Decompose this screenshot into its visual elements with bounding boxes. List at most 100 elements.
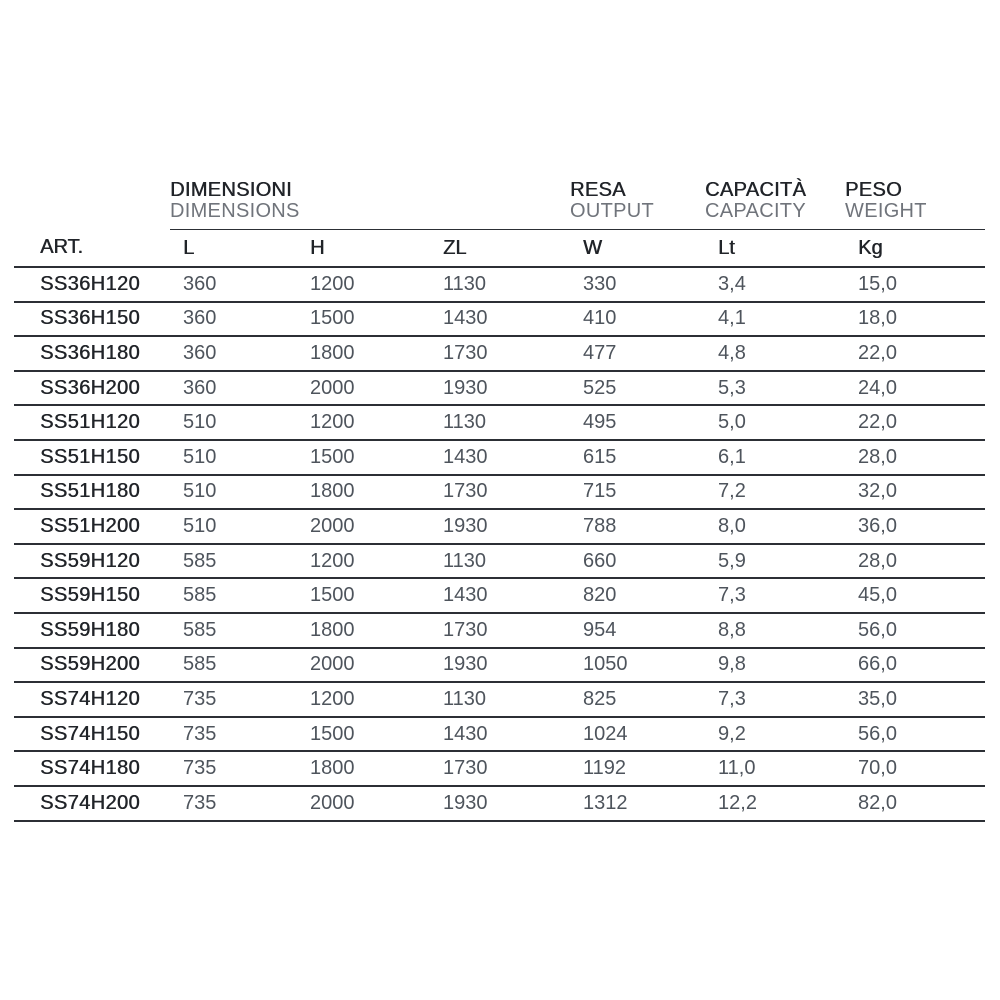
article-code: SS59H200 (14, 647, 170, 684)
table-row: SS51H120 510 1200 1130 495 5,0 22,0 (14, 405, 986, 441)
cell-l: 585 (170, 543, 297, 580)
table-row: SS36H120 360 1200 1130 330 3,4 15,0 (14, 267, 986, 303)
cell-l: 585 (170, 612, 297, 649)
cell-lt: 4,1 (705, 301, 846, 338)
group-label-secondary: CAPACITY (705, 200, 806, 222)
cell-h: 2000 (297, 785, 430, 822)
cell-lt: 5,0 (705, 405, 846, 441)
table-row: SS36H200 360 2000 1930 525 5,3 24,0 (14, 370, 986, 407)
cell-zl: 1730 (430, 612, 571, 649)
cell-lt: 8,0 (705, 509, 846, 545)
cell-w: 410 (570, 301, 706, 338)
group-label-primary: PESO (845, 179, 902, 201)
cell-w: 1050 (570, 647, 706, 684)
cell-h: 1500 (297, 301, 430, 338)
article-code: SS59H180 (14, 612, 170, 649)
group-header-capacity: CAPACITÀ CAPACITY (705, 168, 846, 230)
cell-lt: 7,3 (705, 578, 846, 614)
cell-w: 715 (570, 474, 706, 511)
cell-w: 1024 (570, 716, 706, 753)
cell-l: 510 (170, 405, 297, 441)
cell-w: 660 (570, 543, 706, 580)
cell-zl: 1930 (430, 370, 571, 407)
cell-h: 1500 (297, 439, 430, 476)
cell-w: 788 (570, 509, 706, 545)
table-row: SS51H150 510 1500 1430 615 6,1 28,0 (14, 439, 986, 476)
cell-zl: 1130 (430, 543, 571, 580)
cell-kg: 56,0 (845, 612, 986, 649)
cell-l: 735 (170, 716, 297, 753)
article-code: SS36H150 (14, 301, 170, 338)
cell-l: 585 (170, 647, 297, 684)
group-label-secondary: OUTPUT (570, 200, 655, 222)
cell-lt: 8,8 (705, 612, 846, 649)
article-code: SS36H180 (14, 336, 170, 372)
cell-lt: 9,8 (705, 647, 846, 684)
article-code: SS51H150 (14, 439, 170, 476)
cell-zl: 1730 (430, 474, 571, 511)
cell-h: 1800 (297, 336, 430, 372)
cell-w: 954 (570, 612, 706, 649)
column-header-h: H (297, 229, 430, 268)
column-header-lt: Lt (705, 229, 846, 268)
cell-zl: 1130 (430, 405, 571, 441)
cell-kg: 15,0 (845, 267, 986, 303)
cell-zl: 1430 (430, 439, 571, 476)
cell-l: 360 (170, 267, 297, 303)
cell-h: 1200 (297, 267, 430, 303)
cell-w: 615 (570, 439, 706, 476)
cell-h: 1800 (297, 474, 430, 511)
cell-h: 1800 (297, 612, 430, 649)
article-code: SS51H200 (14, 509, 170, 545)
cell-kg: 18,0 (845, 301, 986, 338)
cell-w: 477 (570, 336, 706, 372)
cell-zl: 1130 (430, 682, 571, 718)
cell-h: 1200 (297, 405, 430, 441)
table-row: SS51H200 510 2000 1930 788 8,0 36,0 (14, 509, 986, 545)
cell-lt: 7,2 (705, 474, 846, 511)
cell-h: 2000 (297, 647, 430, 684)
table-row: SS59H200 585 2000 1930 1050 9,8 66,0 (14, 647, 986, 684)
cell-w: 495 (570, 405, 706, 441)
cell-l: 510 (170, 474, 297, 511)
cell-zl: 1930 (430, 785, 571, 822)
table-row: SS74H150 735 1500 1430 1024 9,2 56,0 (14, 716, 986, 753)
table-row: SS74H180 735 1800 1730 1192 11,0 70,0 (14, 751, 986, 787)
article-code: SS74H180 (14, 751, 170, 787)
cell-zl: 1430 (430, 716, 571, 753)
column-header-art: ART. (14, 229, 170, 268)
cell-h: 2000 (297, 370, 430, 407)
cell-kg: 28,0 (845, 543, 986, 580)
group-label-secondary: WEIGHT (845, 200, 927, 222)
cell-lt: 11,0 (705, 751, 846, 787)
cell-lt: 4,8 (705, 336, 846, 372)
cell-kg: 36,0 (845, 509, 986, 545)
group-header-spacer (14, 168, 170, 230)
column-header-l: L (170, 229, 297, 268)
cell-h: 2000 (297, 509, 430, 545)
table-row: SS51H180 510 1800 1730 715 7,2 32,0 (14, 474, 986, 511)
cell-lt: 12,2 (705, 785, 846, 822)
cell-kg: 82,0 (845, 785, 986, 822)
article-code: SS36H120 (14, 267, 170, 303)
column-header-kg: Kg (845, 229, 986, 268)
cell-zl: 1130 (430, 267, 571, 303)
group-label-primary: DIMENSIONI (170, 179, 292, 201)
column-header-zl: ZL (430, 229, 571, 268)
column-header-w: W (570, 229, 706, 268)
cell-lt: 6,1 (705, 439, 846, 476)
cell-kg: 35,0 (845, 682, 986, 718)
cell-l: 360 (170, 370, 297, 407)
group-header-weight: PESO WEIGHT (845, 168, 986, 230)
cell-kg: 56,0 (845, 716, 986, 753)
cell-kg: 22,0 (845, 336, 986, 372)
cell-lt: 7,3 (705, 682, 846, 718)
cell-zl: 1730 (430, 336, 571, 372)
cell-l: 735 (170, 751, 297, 787)
group-label-secondary: DIMENSIONS (170, 200, 300, 222)
cell-h: 1800 (297, 751, 430, 787)
group-header-dimensions: DIMENSIONI DIMENSIONS (170, 168, 571, 230)
article-code: SS59H150 (14, 578, 170, 614)
article-code: SS74H120 (14, 682, 170, 718)
cell-h: 1500 (297, 716, 430, 753)
